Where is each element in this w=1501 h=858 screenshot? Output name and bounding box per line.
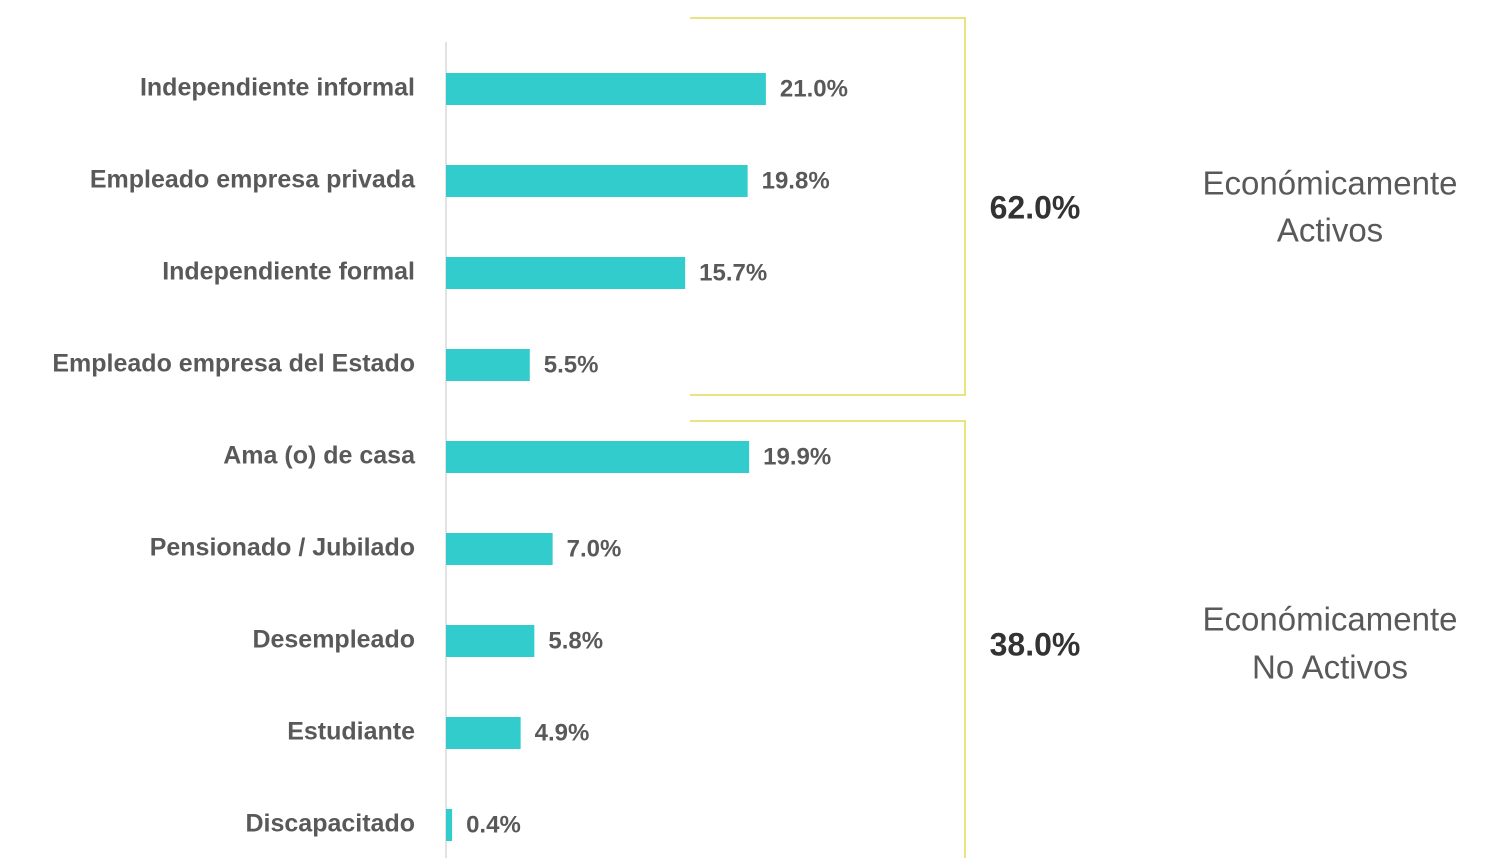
- bar: [446, 717, 521, 749]
- value-label: 19.8%: [762, 167, 830, 194]
- group-total: 38.0%: [990, 626, 1081, 662]
- group-label: Activos: [1277, 212, 1383, 249]
- bar: [446, 625, 535, 657]
- group-total: 62.0%: [990, 189, 1081, 225]
- value-label: 5.5%: [544, 351, 599, 378]
- group-label: Económicamente: [1203, 165, 1458, 202]
- bracket: [690, 420, 966, 858]
- value-label: 0.4%: [466, 811, 521, 838]
- bar: [446, 73, 766, 105]
- category-label: Empleado empresa privada: [90, 166, 416, 194]
- category-label: Desempleado: [252, 626, 415, 654]
- value-label: 4.9%: [535, 719, 590, 746]
- group-label: No Activos: [1252, 649, 1408, 686]
- bar: [446, 533, 553, 565]
- category-label: Discapacitado: [245, 810, 415, 838]
- value-label: 21.0%: [780, 75, 848, 102]
- value-label: 5.8%: [548, 627, 603, 654]
- group-label: Económicamente: [1203, 601, 1458, 638]
- bar: [446, 441, 750, 473]
- bar: [446, 257, 686, 289]
- value-label: 15.7%: [699, 259, 767, 286]
- category-label: Pensionado / Jubilado: [150, 534, 415, 562]
- bar: [446, 809, 453, 841]
- value-label: 19.9%: [763, 443, 831, 470]
- category-label: Independiente formal: [162, 258, 415, 286]
- bracket: [690, 17, 966, 396]
- category-label: Empleado empresa del Estado: [52, 350, 415, 378]
- category-label: Ama (o) de casa: [223, 442, 416, 470]
- category-label: Estudiante: [287, 718, 415, 746]
- category-label: Independiente informal: [140, 74, 415, 102]
- bar: [446, 165, 748, 197]
- bar: [446, 349, 530, 381]
- value-label: 7.0%: [567, 535, 622, 562]
